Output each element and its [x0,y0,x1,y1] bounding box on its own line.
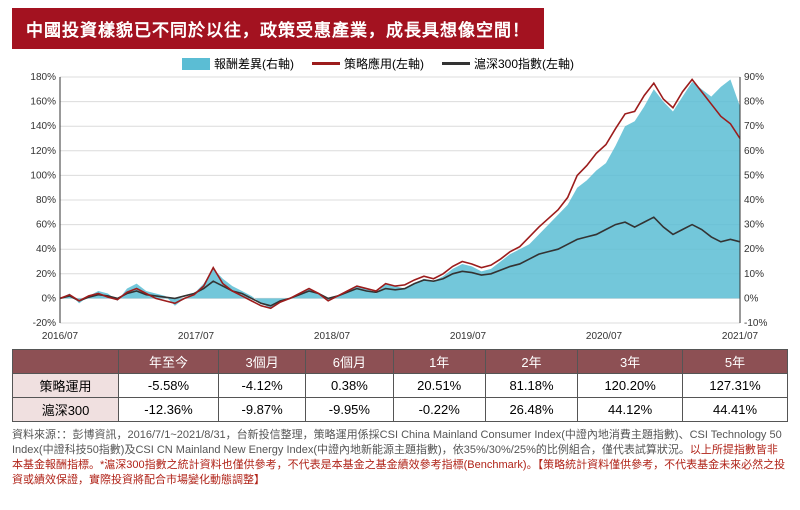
legend-item-strategy: 策略應用(左軸) [312,55,424,72]
table-cell: 81.18% [485,374,577,398]
svg-text:2017/07: 2017/07 [178,331,215,342]
legend-label: 策略應用(左軸) [344,55,424,72]
col-header: 1年 [393,350,485,374]
table-cell: 127.31% [683,374,788,398]
footnote-gray: 資料來源：：彭博資訊，2016/7/1~2021/8/31，台新投信整理，策略運… [12,429,782,456]
svg-text:0%: 0% [744,293,759,304]
table-cell: -9.87% [218,398,305,422]
table-cell: 120.20% [578,374,683,398]
chart: 報酬差異(右軸) 策略應用(左軸) 滬深300指數(左軸) -20% 0% 20% 4… [12,55,788,345]
col-header: 6個月 [306,350,393,374]
legend-item-diff: 報酬差異(右軸) [182,55,294,72]
svg-text:90%: 90% [744,72,764,83]
performance-table: 年至今3個月6個月1年2年3年5年策略運用-5.58%-4.12%0.38%20… [12,349,788,422]
svg-text:2016/07: 2016/07 [42,331,79,342]
svg-text:2019/07: 2019/07 [450,331,487,342]
table-cell: 44.12% [578,398,683,422]
svg-text:70%: 70% [744,121,764,132]
svg-text:2018/07: 2018/07 [314,331,351,342]
svg-text:50%: 50% [744,170,764,181]
table-cell: 20.51% [393,374,485,398]
area-swatch-icon [182,58,210,70]
svg-text:100%: 100% [30,170,56,181]
row-label: 策略運用 [13,374,119,398]
chart-svg: -20% 0% 20% 40% 60% 80% 100% 120% 140% 160% 180% -1… [12,55,788,345]
svg-text:-20%: -20% [33,318,56,329]
svg-text:120%: 120% [30,146,56,157]
table: 年至今3個月6個月1年2年3年5年策略運用-5.58%-4.12%0.38%20… [12,349,788,422]
legend-item-csi: 滬深300指數(左軸) [442,55,574,72]
svg-text:20%: 20% [744,244,764,255]
col-header: 3個月 [218,350,305,374]
svg-text:140%: 140% [30,121,56,132]
table-cell: -4.12% [218,374,305,398]
table-cell: -9.95% [306,398,393,422]
svg-text:160%: 160% [30,97,56,108]
col-header: 5年 [683,350,788,374]
svg-text:0%: 0% [42,293,57,304]
line-swatch-icon [442,62,470,65]
svg-text:2021/07: 2021/07 [722,331,759,342]
table-cell: -5.58% [119,374,219,398]
col-header: 2年 [485,350,577,374]
table-cell: -12.36% [119,398,219,422]
svg-text:20%: 20% [36,269,56,280]
svg-text:30%: 30% [744,220,764,231]
svg-text:60%: 60% [36,220,56,231]
table-cell: 26.48% [485,398,577,422]
figure-title: 中國投資樣貌已不同於以往，政策受惠產業，成長具想像空間！ [12,8,544,49]
figure-root: 中國投資樣貌已不同於以往，政策受惠產業，成長具想像空間！ 報酬差異(右軸) 策略… [0,0,800,510]
col-header: 年至今 [119,350,219,374]
footnote: 資料來源：：彭博資訊，2016/7/1~2021/8/31，台新投信整理，策略運… [12,428,788,487]
svg-text:40%: 40% [36,244,56,255]
legend: 報酬差異(右軸) 策略應用(左軸) 滬深300指數(左軸) [182,55,574,72]
svg-text:10%: 10% [744,269,764,280]
table-cell: 0.38% [306,374,393,398]
svg-text:60%: 60% [744,146,764,157]
svg-text:80%: 80% [744,97,764,108]
col-header [13,350,119,374]
svg-text:-10%: -10% [744,318,767,329]
legend-label: 報酬差異(右軸) [214,55,294,72]
row-label: 滬深300 [13,398,119,422]
legend-label: 滬深300指數(左軸) [474,55,574,72]
table-cell: -0.22% [393,398,485,422]
svg-text:2020/07: 2020/07 [586,331,623,342]
svg-text:80%: 80% [36,195,56,206]
table-cell: 44.41% [683,398,788,422]
col-header: 3年 [578,350,683,374]
svg-text:180%: 180% [30,72,56,83]
line-swatch-icon [312,62,340,65]
svg-text:40%: 40% [744,195,764,206]
